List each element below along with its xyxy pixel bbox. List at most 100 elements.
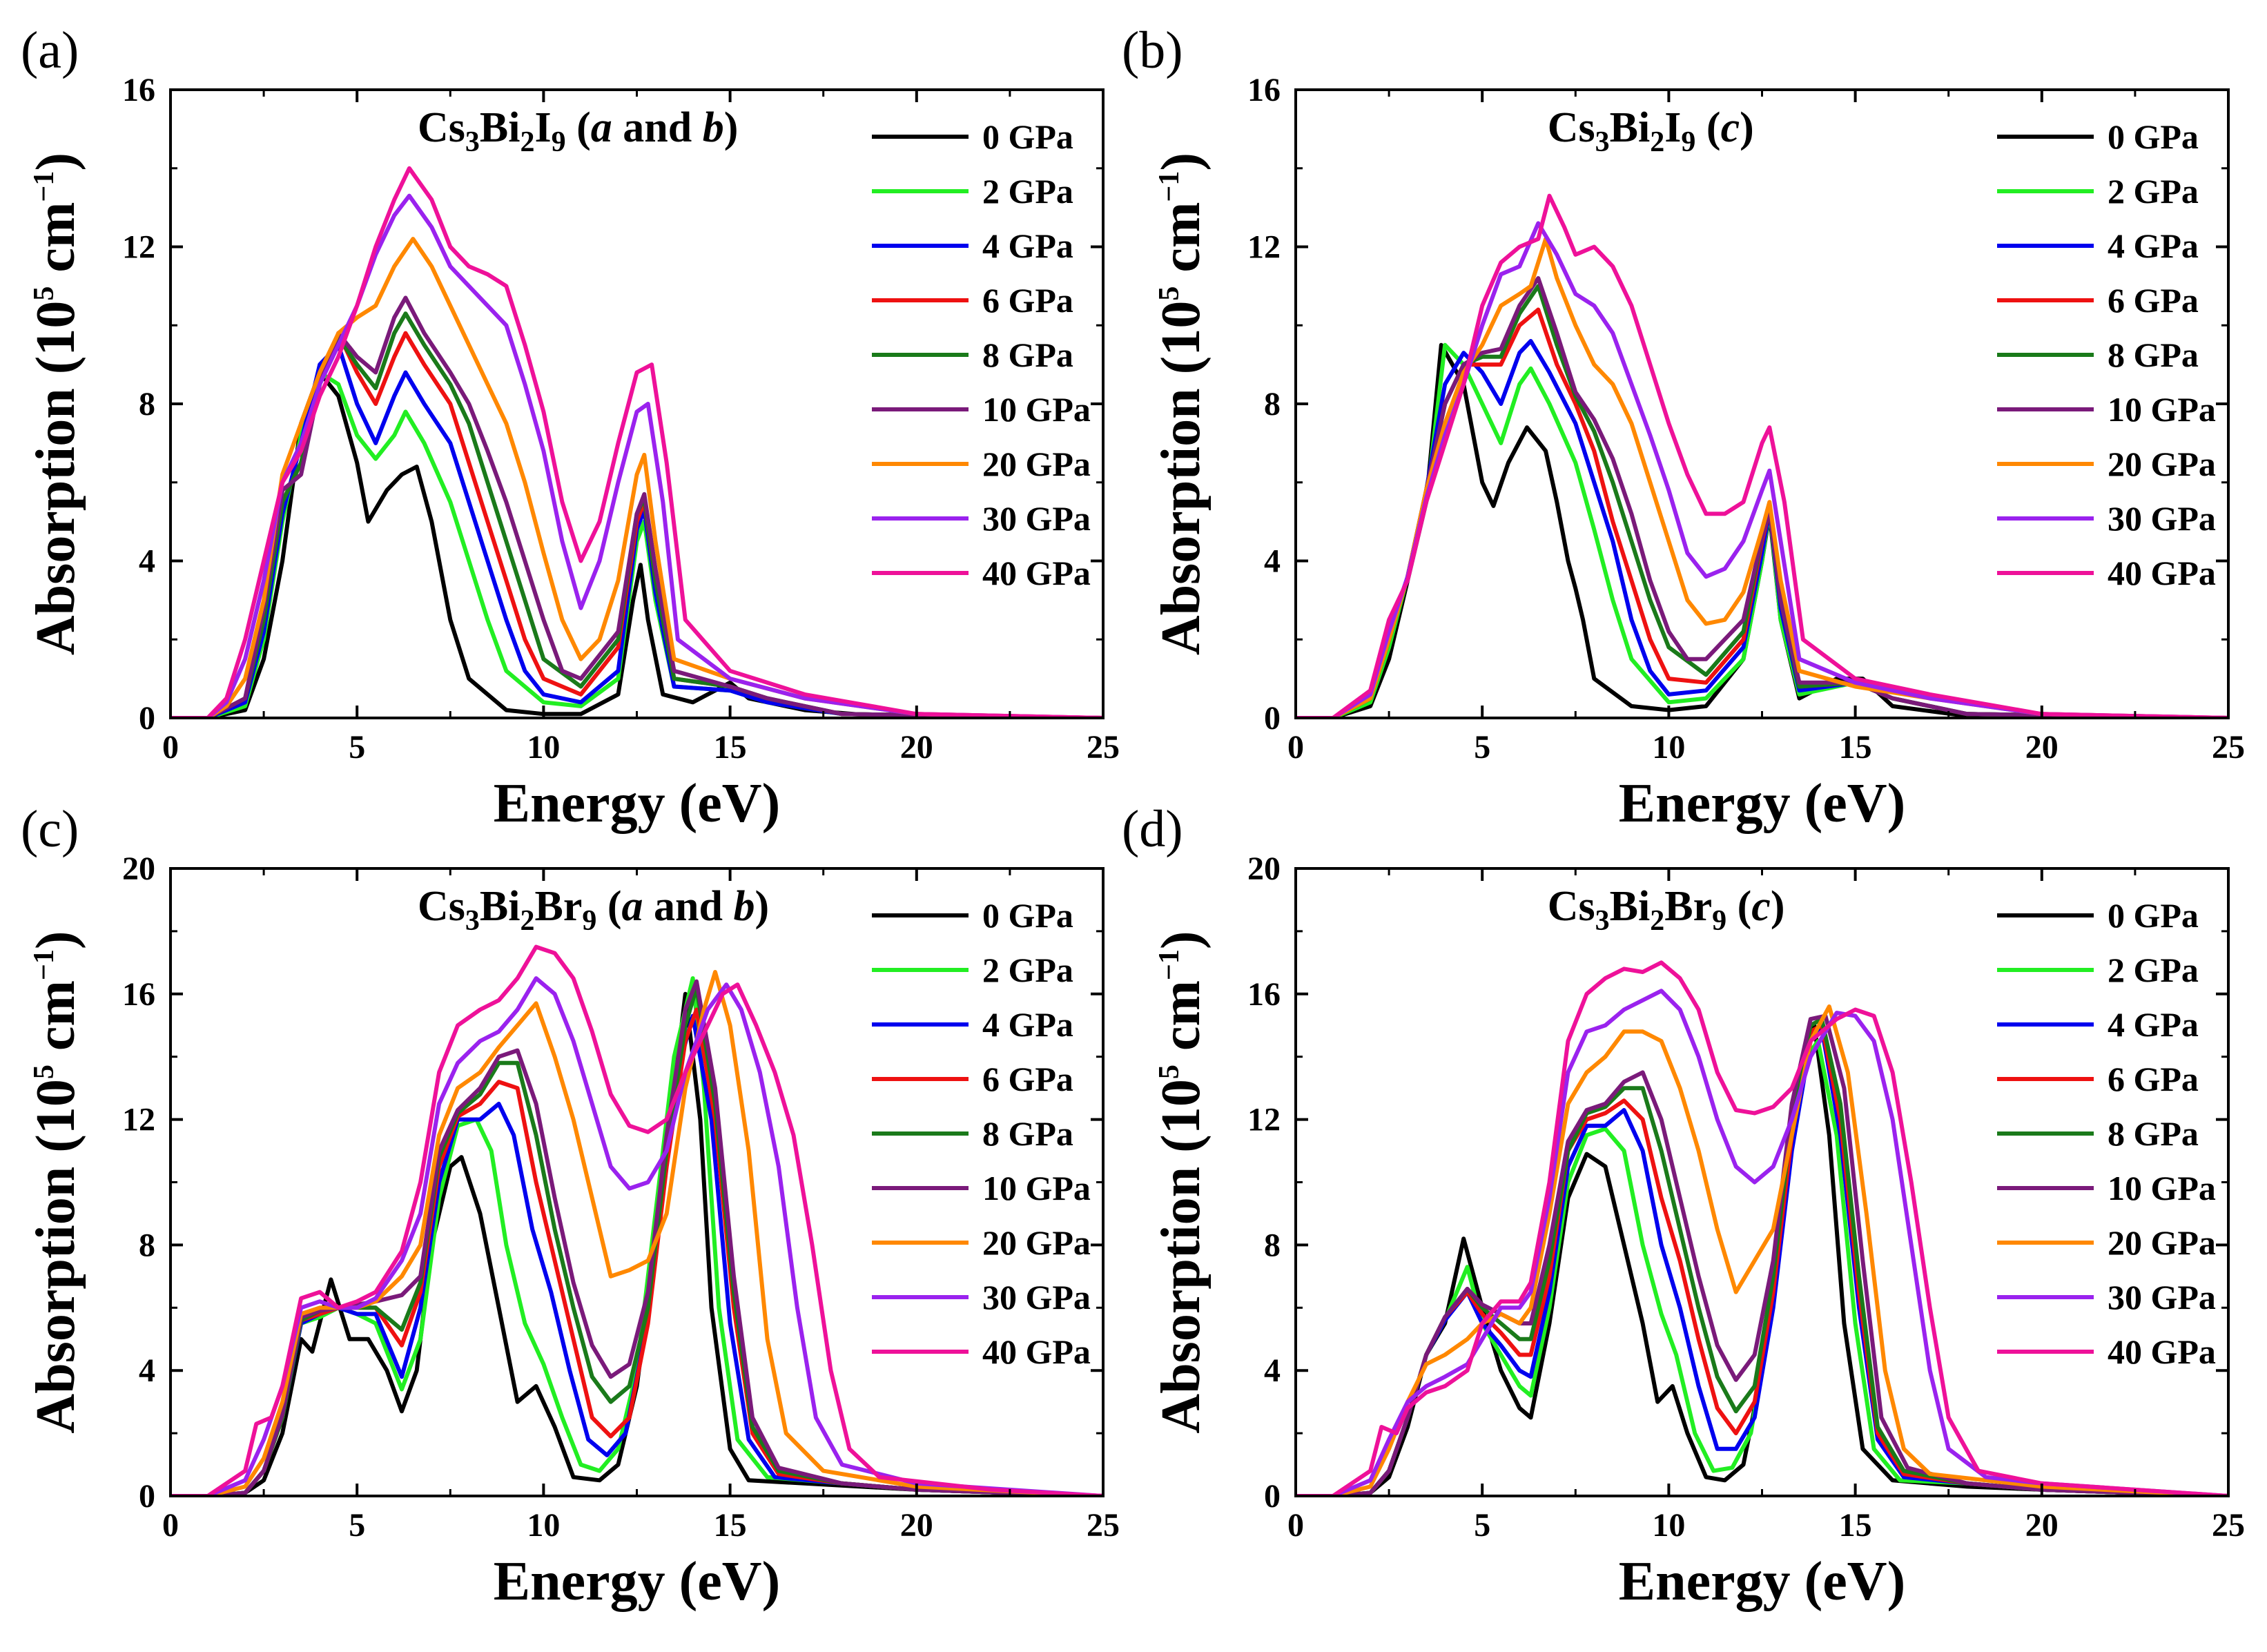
series-line-10-gpa — [171, 295, 1103, 718]
x-tick-label: 15 — [1839, 729, 1872, 766]
y-axis-title-sup: −1 — [1154, 171, 1185, 202]
y-tick-label: 12 — [122, 1102, 155, 1138]
legend-label: 8 GPa — [2108, 336, 2199, 374]
y-axis-title-text: cm — [26, 980, 86, 1065]
formula-element: Br — [1664, 883, 1712, 930]
formula-element: Cs — [418, 104, 465, 151]
legend-label: 6 GPa — [2108, 281, 2199, 320]
legend-label: 40 GPa — [982, 554, 1091, 592]
x-tick-label: 20 — [900, 729, 933, 766]
chart-title: Cs3Bi2I9 (c) — [1548, 104, 1754, 158]
series-line-6-gpa — [171, 1007, 1103, 1496]
x-tick-label: 20 — [2025, 1507, 2059, 1544]
x-tick-label: 0 — [162, 1507, 179, 1544]
title-suffix: and — [612, 104, 703, 151]
y-tick-label: 12 — [1247, 1102, 1281, 1138]
y-tick-label: 4 — [139, 543, 155, 580]
y-axis-title-sup: −1 — [28, 171, 60, 202]
series-line-0-gpa — [171, 991, 1103, 1496]
legend-label: 10 GPa — [982, 390, 1091, 429]
y-axis-title-sup: −1 — [28, 949, 60, 980]
x-tick-label: 20 — [900, 1507, 933, 1544]
series-group — [171, 166, 1103, 718]
panel-label: (a) — [21, 21, 79, 79]
y-axis-title-sup: 5 — [28, 1065, 60, 1079]
formula-element: Bi — [1610, 883, 1651, 930]
y-tick-label: 16 — [1247, 976, 1281, 1013]
legend-label: 30 GPa — [982, 499, 1091, 538]
y-axis-title-sup: −1 — [1154, 949, 1185, 980]
legend-label: 10 GPa — [2108, 1169, 2216, 1207]
x-tick-label: 0 — [1287, 729, 1304, 766]
legend-label: 4 GPa — [2108, 226, 2199, 265]
title-suffix: ( — [1695, 104, 1720, 151]
series-line-30-gpa — [1296, 989, 2228, 1496]
series-line-4-gpa — [171, 1013, 1103, 1496]
x-tick-label: 5 — [1474, 1507, 1490, 1544]
title-suffix-axis: a — [591, 104, 612, 151]
title-suffix: ( — [596, 883, 621, 930]
legend-label: 6 GPa — [982, 1060, 1073, 1098]
y-axis-title-text: ) — [26, 153, 86, 171]
y-axis-title-text: cm — [1151, 980, 1212, 1065]
series-line-8-gpa — [1296, 284, 2228, 718]
legend-label: 8 GPa — [982, 1114, 1073, 1153]
series-line-8-gpa — [1296, 1017, 2228, 1496]
formula-subscript: 3 — [465, 126, 480, 158]
formula-element: Cs — [1548, 104, 1595, 151]
y-tick-label: 4 — [1264, 543, 1281, 580]
y-tick-label: 20 — [1247, 851, 1281, 887]
y-axis-title: Absorption (105 cm−1) — [1151, 931, 1212, 1433]
title-suffix: ) — [1740, 104, 1754, 151]
y-tick-label: 8 — [139, 386, 155, 422]
series-line-20-gpa — [1296, 1004, 2228, 1496]
y-axis-title-sup: 5 — [1154, 1065, 1185, 1079]
y-tick-label: 4 — [1264, 1352, 1281, 1389]
formula-subscript: 2 — [520, 126, 535, 158]
y-axis-title-text: Absorption (10 — [26, 1079, 86, 1433]
formula-subscript: 2 — [1650, 126, 1664, 158]
legend-label: 20 GPa — [2108, 445, 2216, 483]
legend-label: 0 GPa — [2108, 117, 2199, 156]
x-tick-label: 15 — [714, 1507, 747, 1544]
series-line-20-gpa — [171, 970, 1103, 1496]
formula-element: I — [535, 104, 552, 151]
legend-label: 40 GPa — [2108, 1332, 2216, 1371]
series-group — [171, 944, 1103, 1496]
series-line-2-gpa — [171, 976, 1103, 1496]
legend-label: 6 GPa — [982, 281, 1073, 320]
formula-element: Cs — [418, 883, 465, 930]
series-line-40-gpa — [1296, 960, 2228, 1496]
formula-element: Bi — [1610, 104, 1651, 151]
chart-title: Cs3Bi2Br9 (a and b) — [418, 883, 769, 937]
title-suffix-axis: c — [1721, 104, 1740, 151]
x-tick-label: 10 — [1652, 729, 1685, 766]
x-tick-label: 10 — [1652, 1507, 1685, 1544]
legend-label: 2 GPa — [2108, 172, 2199, 211]
legend-label: 2 GPa — [2108, 951, 2199, 989]
y-tick-label: 8 — [1264, 1227, 1281, 1263]
y-axis-title: Absorption (105 cm−1) — [26, 153, 86, 655]
chart-title: Cs3Bi2Br9 (c) — [1548, 883, 1785, 937]
y-axis-title-text: ) — [1151, 153, 1212, 171]
series-line-20-gpa — [1296, 237, 2228, 718]
formula-subscript: 9 — [582, 905, 596, 937]
legend-label: 2 GPa — [982, 172, 1073, 211]
y-axis-title-text: ) — [26, 931, 86, 949]
title-suffix: ) — [724, 104, 739, 151]
series-group — [1296, 193, 2228, 718]
series-line-30-gpa — [171, 193, 1103, 718]
y-tick-label: 0 — [1264, 1478, 1281, 1515]
x-tick-label: 10 — [527, 729, 560, 766]
legend-label: 4 GPa — [982, 226, 1073, 265]
series-line-30-gpa — [171, 976, 1103, 1496]
formula-subscript: 2 — [520, 905, 535, 937]
y-axis-title-sup: 5 — [1154, 286, 1185, 301]
series-line-10-gpa — [171, 979, 1103, 1496]
y-tick-label: 12 — [122, 229, 155, 266]
legend-label: 0 GPa — [982, 896, 1073, 935]
y-tick-label: 4 — [139, 1352, 155, 1389]
formula-subscript: 3 — [1595, 126, 1610, 158]
formula-subscript: 3 — [465, 905, 480, 937]
